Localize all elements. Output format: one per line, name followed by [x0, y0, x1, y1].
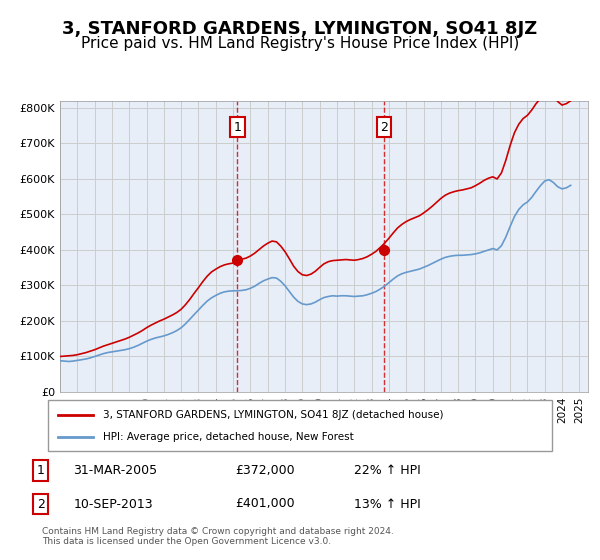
Text: 22% ↑ HPI: 22% ↑ HPI: [354, 464, 421, 477]
Text: 31-MAR-2005: 31-MAR-2005: [73, 464, 157, 477]
Text: 3, STANFORD GARDENS, LYMINGTON, SO41 8JZ: 3, STANFORD GARDENS, LYMINGTON, SO41 8JZ: [62, 20, 538, 38]
Text: 2: 2: [37, 497, 45, 511]
FancyBboxPatch shape: [48, 400, 552, 451]
Text: 13% ↑ HPI: 13% ↑ HPI: [354, 497, 421, 511]
Text: 1: 1: [233, 120, 241, 133]
Text: Price paid vs. HM Land Registry's House Price Index (HPI): Price paid vs. HM Land Registry's House …: [81, 36, 519, 52]
Text: 1: 1: [37, 464, 45, 477]
Text: Contains HM Land Registry data © Crown copyright and database right 2024.
This d: Contains HM Land Registry data © Crown c…: [42, 526, 394, 546]
Text: £401,000: £401,000: [235, 497, 295, 511]
Text: £372,000: £372,000: [235, 464, 295, 477]
Text: 3, STANFORD GARDENS, LYMINGTON, SO41 8JZ (detached house): 3, STANFORD GARDENS, LYMINGTON, SO41 8JZ…: [103, 409, 444, 419]
Text: HPI: Average price, detached house, New Forest: HPI: Average price, detached house, New …: [103, 432, 354, 442]
Text: 10-SEP-2013: 10-SEP-2013: [73, 497, 153, 511]
Text: 2: 2: [380, 120, 388, 133]
